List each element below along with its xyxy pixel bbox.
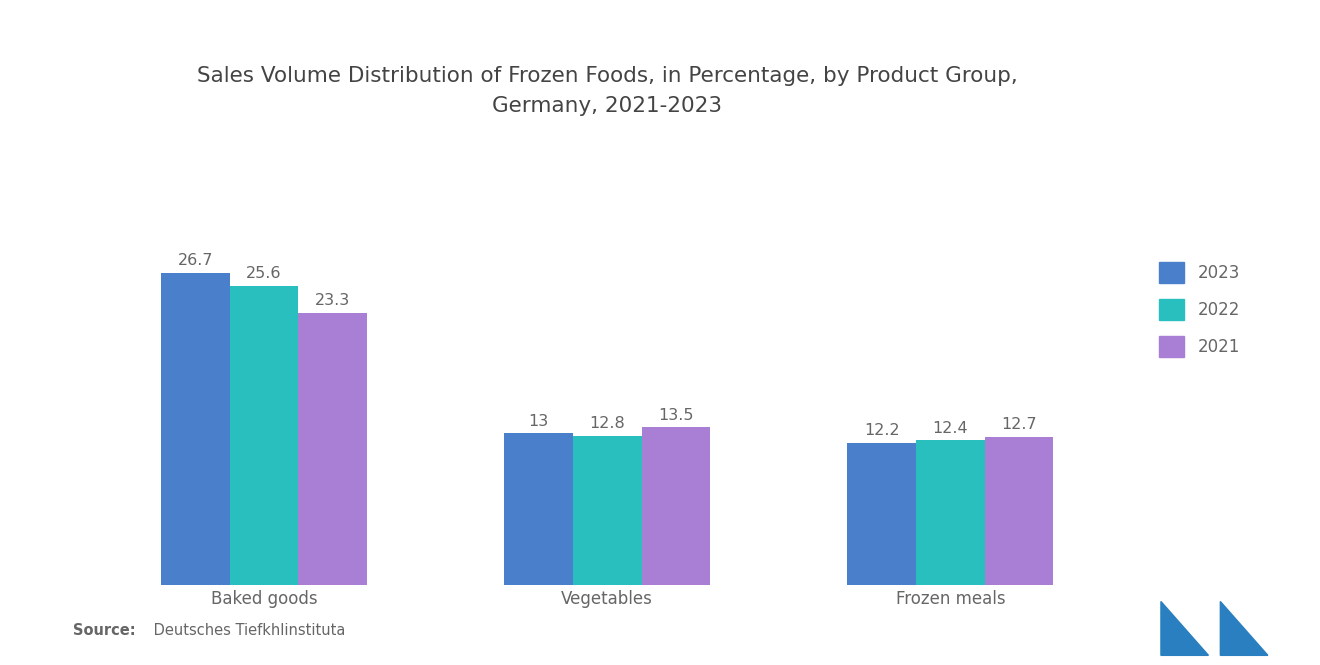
Legend: 2023, 2022, 2021: 2023, 2022, 2021 bbox=[1151, 254, 1249, 365]
Text: 12.7: 12.7 bbox=[1002, 417, 1036, 432]
Text: 26.7: 26.7 bbox=[178, 253, 213, 269]
Bar bbox=[985, 437, 1053, 585]
Text: 13.5: 13.5 bbox=[659, 408, 693, 423]
Polygon shape bbox=[1162, 601, 1209, 656]
Bar bbox=[847, 443, 916, 585]
Text: 13: 13 bbox=[528, 414, 549, 428]
Text: 12.2: 12.2 bbox=[865, 423, 899, 438]
Bar bbox=[642, 428, 710, 585]
Bar bbox=[161, 273, 230, 585]
Bar bbox=[573, 436, 642, 585]
Bar bbox=[504, 434, 573, 585]
Bar bbox=[230, 286, 298, 585]
Bar bbox=[298, 313, 367, 585]
Polygon shape bbox=[1220, 601, 1267, 656]
Text: 12.4: 12.4 bbox=[933, 420, 968, 436]
Text: Sales Volume Distribution of Frozen Foods, in Percentage, by Product Group,
Germ: Sales Volume Distribution of Frozen Food… bbox=[197, 66, 1018, 116]
Text: Deutsches Tiefkhlinstituta: Deutsches Tiefkhlinstituta bbox=[149, 623, 346, 638]
Text: Source:: Source: bbox=[73, 623, 135, 638]
Bar bbox=[916, 440, 985, 585]
Text: 25.6: 25.6 bbox=[247, 266, 281, 281]
Text: 12.8: 12.8 bbox=[589, 416, 626, 431]
Text: 23.3: 23.3 bbox=[315, 293, 350, 308]
